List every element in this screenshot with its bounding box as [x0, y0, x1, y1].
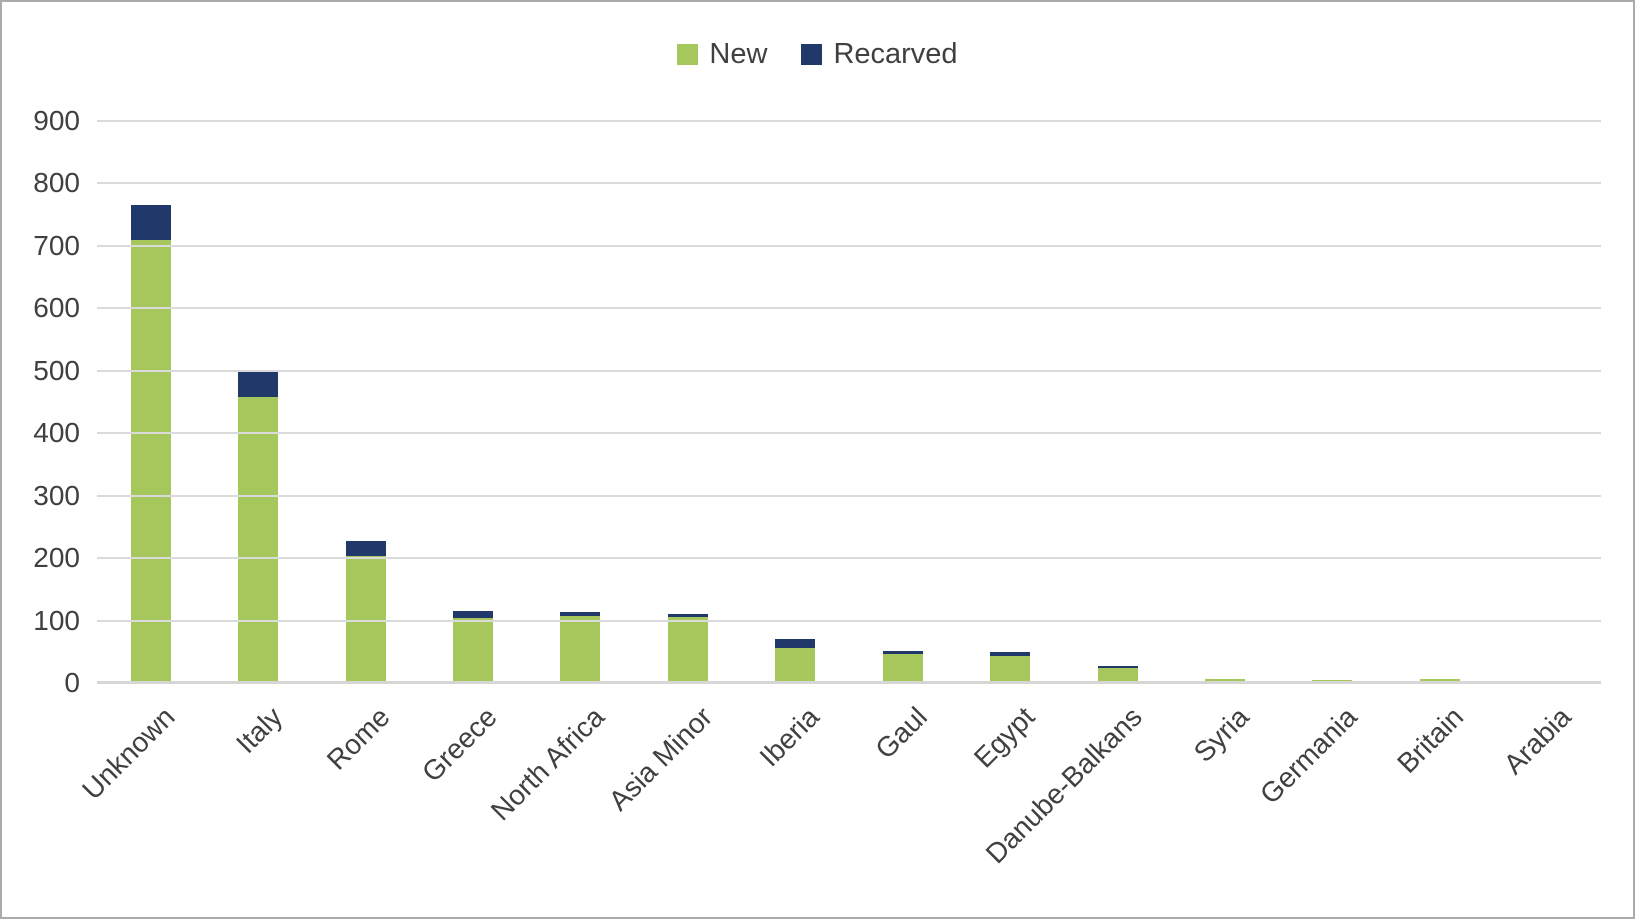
y-axis-tick-label: 500: [33, 354, 80, 386]
bar-column-italy: [204, 121, 311, 683]
x-axis-label-egypt: Egypt: [967, 701, 1041, 774]
bar-iberia: [775, 638, 816, 683]
y-axis-tick-label: 200: [33, 542, 80, 574]
gridline-400: [97, 432, 1601, 435]
bar-segment-recarved-rome: [345, 540, 386, 557]
x-axis-label-asia-minor: Asia Minor: [602, 701, 718, 817]
gridline-300: [97, 494, 1601, 497]
bar-column-unknown: [97, 121, 204, 683]
legend-label-recarved: Recarved: [833, 38, 958, 70]
bar-north-africa: [560, 612, 601, 683]
x-axis-label-gaul: Gaul: [868, 701, 933, 765]
y-axis-tick-label: 300: [33, 479, 80, 511]
x-axis-label-syria: Syria: [1187, 701, 1255, 769]
x-axis-label-iberia: Iberia: [753, 701, 826, 773]
x-axis-label-germania: Germania: [1253, 701, 1363, 810]
bar-column-rome: [312, 121, 419, 683]
bar-segment-new-egypt: [990, 656, 1031, 683]
x-axis-label-arabia: Arabia: [1498, 701, 1578, 781]
y-axis: 900 800 700 600 500 400 300 200 100 0: [2, 106, 80, 698]
gridline-100: [97, 619, 1601, 622]
x-axis-label-britain: Britain: [1391, 701, 1470, 780]
bar-segment-new-italy: [238, 397, 279, 683]
bar-segment-new-greece: [452, 618, 493, 683]
bar-segment-new-iberia: [775, 648, 816, 683]
x-axis-label-rome: Rome: [320, 701, 396, 776]
bar-segment-recarved-italy: [238, 370, 279, 398]
bars-layer: [97, 121, 1601, 683]
bar-segment-recarved-north-africa: [560, 612, 601, 616]
bar-column-egypt: [956, 121, 1063, 683]
y-axis-tick-label: 600: [33, 292, 80, 324]
gridline-500: [97, 369, 1601, 372]
legend-item-new: New: [677, 38, 767, 71]
y-axis-tick-label: 900: [33, 105, 80, 136]
bar-segment-recarved-danube-balkans: [1097, 666, 1138, 669]
bar-segment-new-gaul: [882, 654, 923, 683]
bar-column-greece: [419, 121, 526, 683]
bar-segment-new-danube-balkans: [1097, 668, 1138, 683]
y-axis-tick-label: 400: [33, 417, 80, 449]
bar-column-britain: [1386, 121, 1493, 683]
bar-greece: [452, 611, 493, 683]
gridline-800: [97, 182, 1601, 185]
bar-segment-new-unknown: [130, 239, 171, 683]
bar-unknown: [130, 205, 171, 683]
bar-column-north-africa: [527, 121, 634, 683]
legend-item-recarved: Recarved: [801, 38, 958, 71]
bar-column-gaul: [849, 121, 956, 683]
legend-label-new: New: [709, 38, 768, 70]
bar-segment-new-asia-minor: [667, 616, 708, 683]
x-axis-label-unknown: Unknown: [76, 701, 181, 806]
bar-danube-balkans: [1097, 666, 1138, 683]
bar-segment-new-north-africa: [560, 615, 601, 683]
bar-column-iberia: [742, 121, 849, 683]
bar-column-germania: [1279, 121, 1386, 683]
gridline-200: [97, 557, 1601, 560]
new-series-swatch-icon: [677, 44, 699, 65]
bar-segment-recarved-unknown: [130, 205, 171, 240]
bar-column-asia-minor: [634, 121, 741, 683]
bar-segment-recarved-greece: [452, 611, 493, 619]
y-axis-tick-label: 700: [33, 229, 80, 261]
x-axis-label-greece: Greece: [416, 701, 503, 788]
bar-egypt: [990, 652, 1031, 683]
gridline-700: [97, 244, 1601, 247]
gridline-600: [97, 307, 1601, 310]
y-axis-tick-label: 800: [33, 167, 80, 199]
bar-italy: [238, 370, 279, 683]
y-axis-tick-label: 0: [64, 667, 80, 698]
bar-column-arabia: [1493, 121, 1600, 683]
y-axis-tick-label: 100: [33, 604, 80, 636]
bar-segment-recarved-egypt: [990, 652, 1031, 657]
bar-rome: [345, 540, 386, 683]
bar-syria: [1204, 678, 1245, 683]
x-axis: Unknown Italy Rome Greece North Africa Asia M…: [76, 685, 1601, 915]
x-axis-label-italy: Italy: [229, 701, 289, 760]
bar-asia-minor: [667, 614, 708, 683]
gridline-900: [97, 120, 1601, 122]
bar-segment-recarved-asia-minor: [667, 614, 708, 617]
bar-column-danube-balkans: [1064, 121, 1171, 683]
plot-area: [97, 120, 1601, 684]
bar-gaul: [882, 650, 923, 683]
x-axis-label-north-africa: North Africa: [485, 701, 611, 827]
bar-column-syria: [1171, 121, 1278, 683]
recarved-series-swatch-icon: [801, 44, 823, 65]
bar-segment-recarved-gaul: [882, 650, 923, 655]
x-axis-line: [97, 681, 1601, 684]
bar-segment-new-syria: [1204, 678, 1245, 683]
bar-segment-recarved-iberia: [775, 638, 816, 649]
chart-legend: New Recarved: [2, 38, 1633, 71]
